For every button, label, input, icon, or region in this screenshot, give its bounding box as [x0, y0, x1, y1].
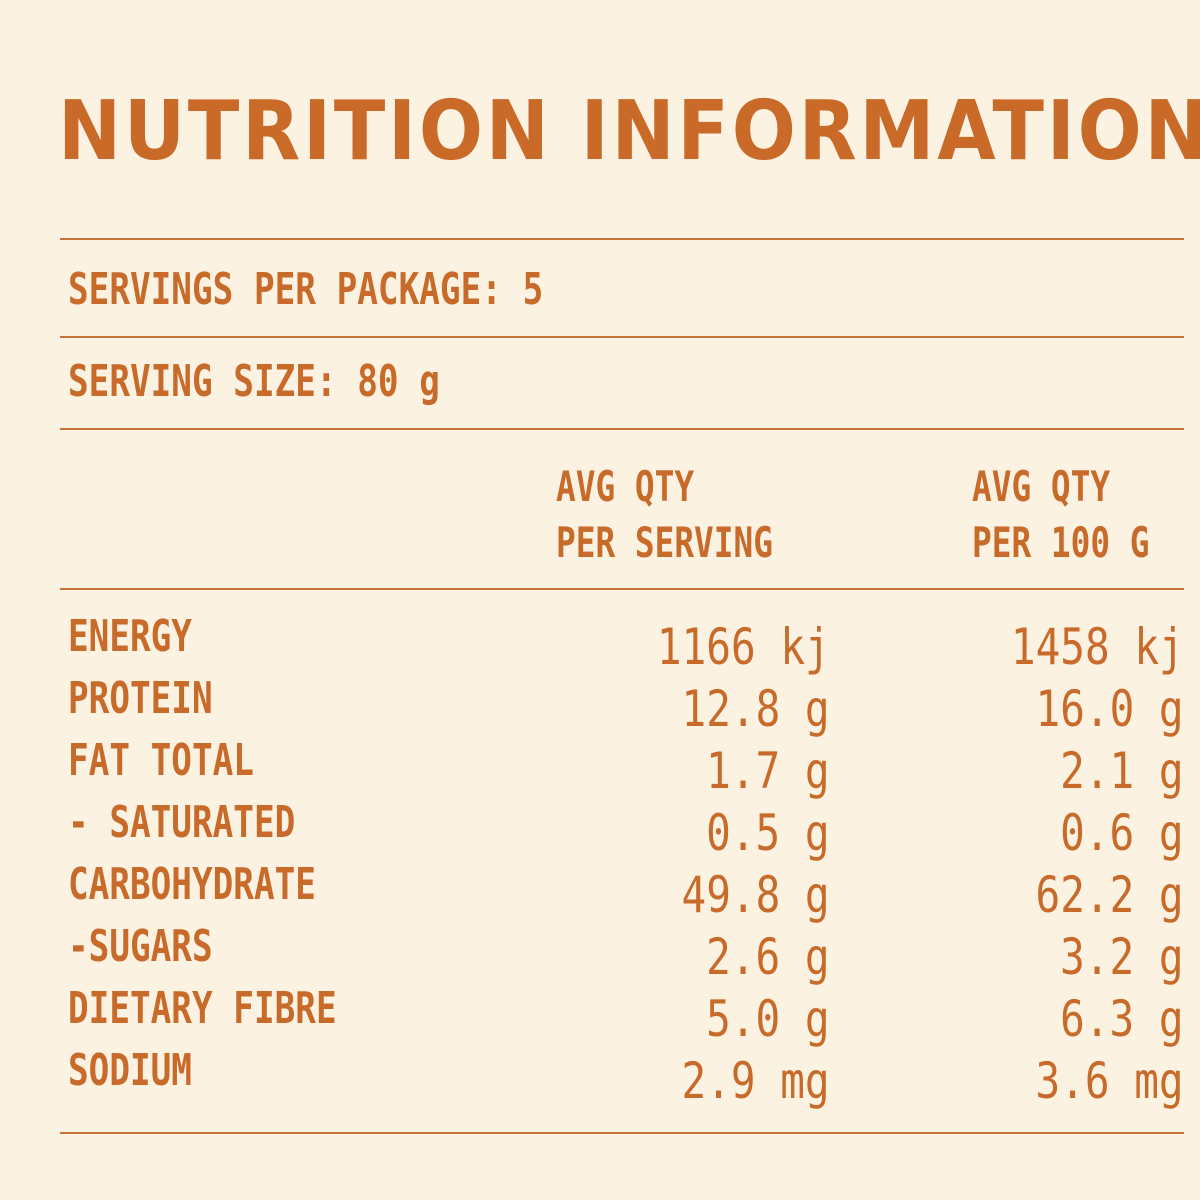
value-per-serving: 0.5 g: [706, 804, 830, 862]
nutrient-row-energy: ENERGY 1166 kj 1458 kj: [68, 606, 1184, 676]
value-per-100g: 1458 kj: [1011, 618, 1184, 676]
nutrient-label: -SUGARS: [68, 921, 213, 972]
column-header-per-serving-line-1: AVG QTY: [556, 462, 695, 511]
nutrient-label: ENERGY: [68, 611, 192, 662]
nutrient-row-fat-total: FAT TOTAL 1.7 g 2.1 g: [68, 730, 1184, 800]
page-title: NUTRITION INFORMATION: [58, 84, 1200, 179]
value-per-serving: 2.6 g: [706, 928, 830, 986]
value-per-serving: 5.0 g: [706, 990, 830, 1048]
nutrient-label: PROTEIN: [68, 673, 213, 724]
nutrient-row-protein: PROTEIN 12.8 g 16.0 g: [68, 668, 1184, 738]
value-per-100g: 6.3 g: [1060, 990, 1184, 1048]
nutrient-label: FAT TOTAL: [68, 735, 254, 786]
divider-serving-size: [60, 428, 1184, 430]
divider-header: [60, 588, 1184, 590]
nutrient-row-dietary-fibre: DIETARY FIBRE 5.0 g 6.3 g: [68, 978, 1184, 1048]
value-per-serving: 12.8 g: [681, 680, 830, 738]
nutrient-row-sodium: SODIUM 2.9 mg 3.6 mg: [68, 1040, 1184, 1110]
column-header-per-100g-line-2: PER 100 G: [972, 518, 1150, 567]
value-per-100g: 2.1 g: [1060, 742, 1184, 800]
nutrient-row-carbohydrate: CARBOHYDRATE 49.8 g 62.2 g: [68, 854, 1184, 924]
value-per-serving: 2.9 mg: [681, 1052, 830, 1110]
value-per-100g: 3.6 mg: [1035, 1052, 1184, 1110]
divider-servings: [60, 336, 1184, 338]
nutrient-label: DIETARY FIBRE: [68, 983, 337, 1034]
nutrient-table: ENERGY 1166 kj 1458 kj PROTEIN 12.8 g 16…: [68, 606, 1184, 1110]
nutrient-label: SODIUM: [68, 1045, 192, 1096]
column-header-per-100g-line-1: AVG QTY: [972, 462, 1111, 511]
servings-per-package: SERVINGS PER PACKAGE: 5: [68, 264, 544, 315]
value-per-100g: 16.0 g: [1035, 680, 1184, 738]
nutrient-label: - SATURATED: [68, 797, 296, 848]
nutrient-row-saturated: - SATURATED 0.5 g 0.6 g: [68, 792, 1184, 862]
value-per-100g: 62.2 g: [1035, 866, 1184, 924]
serving-size: SERVING SIZE: 80 g: [68, 356, 440, 407]
value-per-100g: 0.6 g: [1060, 804, 1184, 862]
value-per-serving: 1166 kj: [657, 618, 830, 676]
value-per-serving: 49.8 g: [681, 866, 830, 924]
divider-bottom: [60, 1132, 1184, 1134]
nutrient-label: CARBOHYDRATE: [68, 859, 316, 910]
value-per-100g: 3.2 g: [1060, 928, 1184, 986]
column-header-per-serving-line-2: PER SERVING: [556, 518, 773, 567]
value-per-serving: 1.7 g: [706, 742, 830, 800]
nutrient-row-sugars: -SUGARS 2.6 g 3.2 g: [68, 916, 1184, 986]
divider-top: [60, 238, 1184, 240]
